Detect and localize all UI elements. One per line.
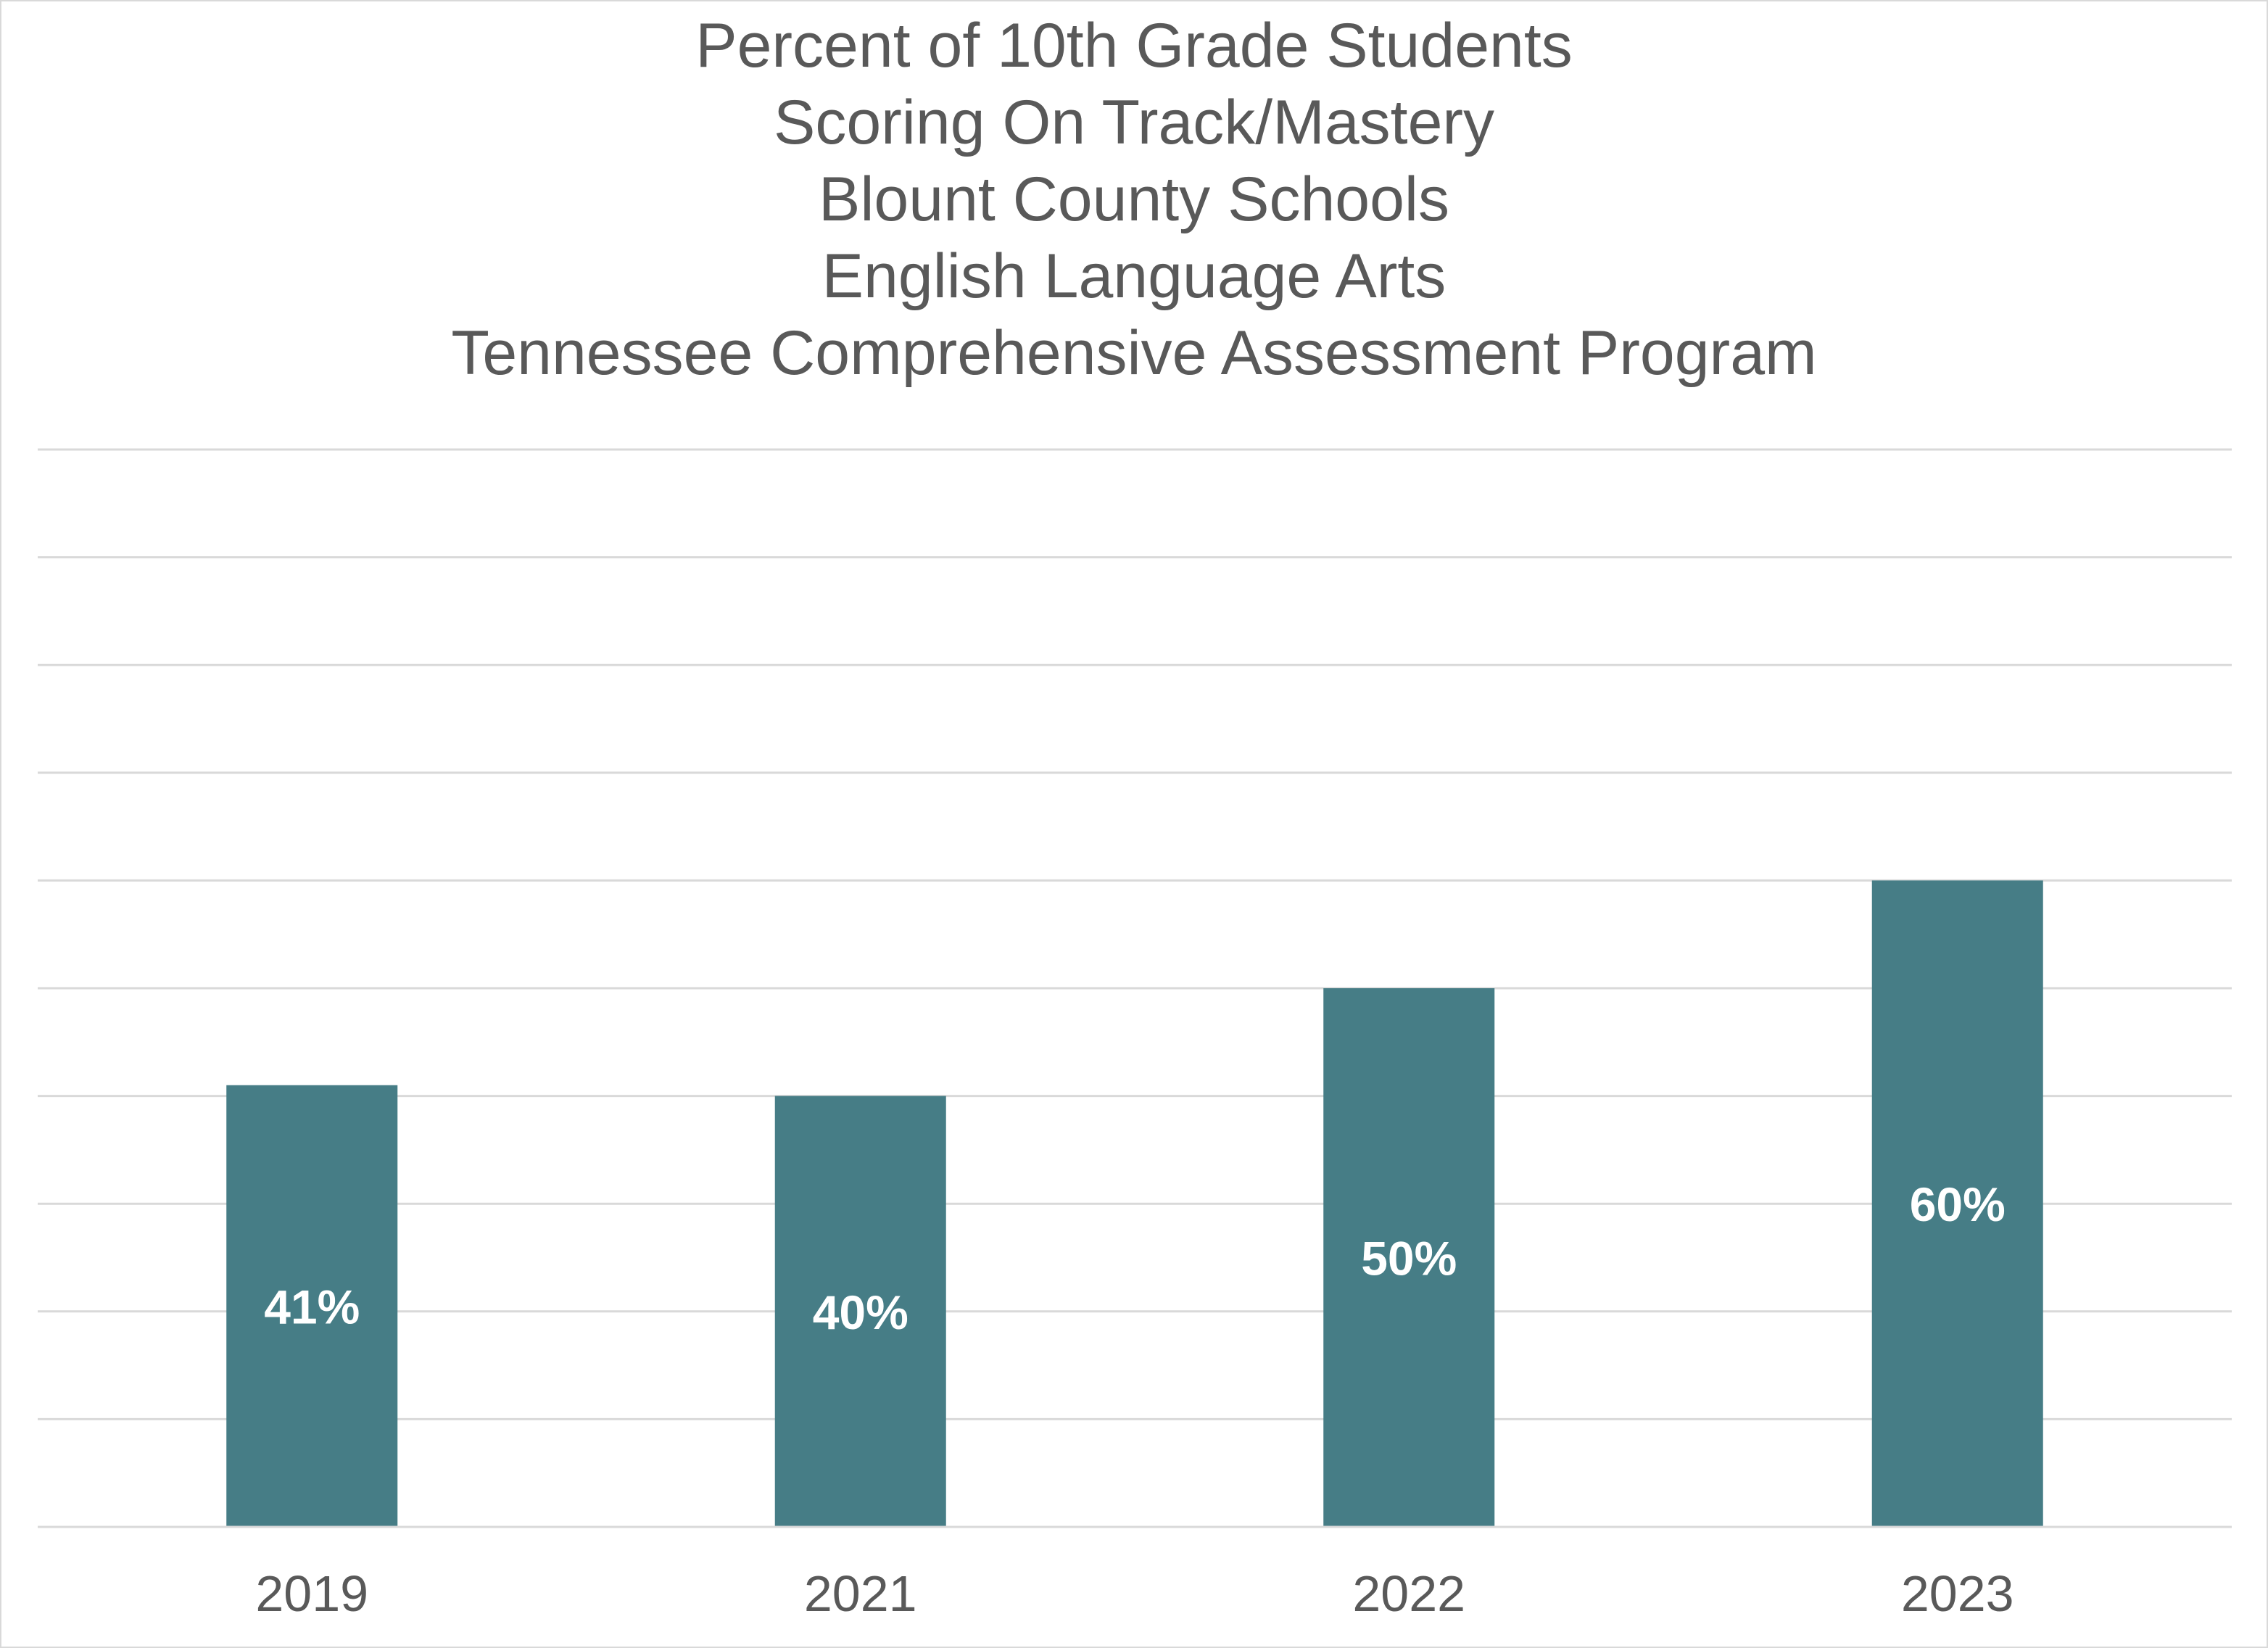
bar-2022	[1323, 988, 1495, 1527]
data-label-2021: 40%	[813, 1285, 909, 1339]
chart-title-line-5: Tennessee Comprehensive Assessment Progr…	[451, 318, 1817, 388]
x-tick-label-2023: 2023	[1901, 1565, 2014, 1622]
x-tick-label-2019: 2019	[255, 1565, 368, 1622]
chart-title-line-4: English Language Arts	[821, 241, 1447, 311]
x-tick-label-2021: 2021	[804, 1565, 917, 1622]
chart-title: Percent of 10th Grade Students Scoring O…	[0, 7, 2268, 392]
x-tick-label-2022: 2022	[1352, 1565, 1465, 1622]
bar-2023	[1871, 880, 2043, 1527]
chart-title-line-3: Blount County Schools	[818, 165, 1450, 234]
chart-title-line-1: Percent of 10th Grade Students	[695, 11, 1573, 80]
data-label-2022: 50%	[1361, 1232, 1457, 1285]
data-label-2019: 41%	[264, 1280, 360, 1333]
bar-2021	[774, 1096, 946, 1527]
data-label-2023: 60%	[1910, 1177, 2006, 1231]
chart-title-line-2: Scoring On Track/Mastery	[773, 88, 1495, 157]
bar-2019	[226, 1085, 398, 1527]
